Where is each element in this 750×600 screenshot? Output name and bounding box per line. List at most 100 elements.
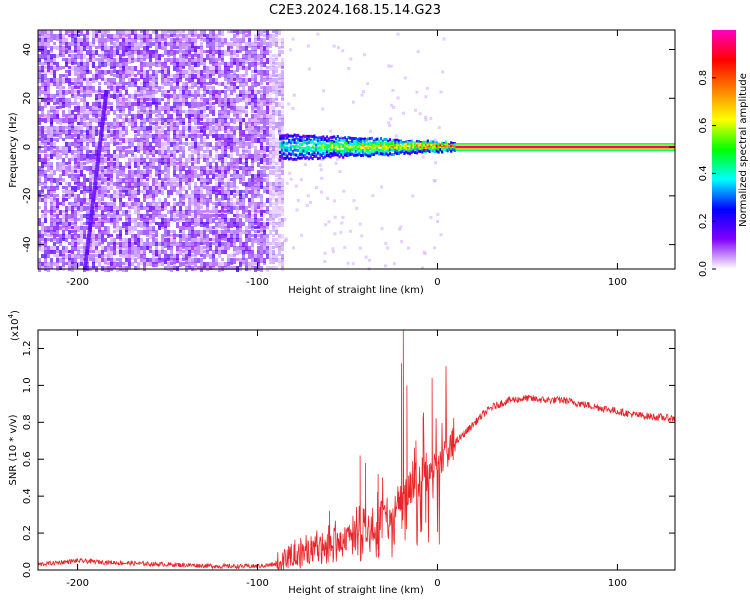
carrier-cell xyxy=(347,146,350,150)
carrier-cell xyxy=(399,146,402,150)
heatmap-cell xyxy=(206,166,209,170)
heatmap-cell xyxy=(278,210,281,215)
heatmap-cell xyxy=(233,54,236,58)
heatmap-cell xyxy=(176,258,179,263)
heatmap-cell xyxy=(275,90,278,94)
heatmap-cell xyxy=(254,222,257,225)
carrier-cell xyxy=(385,138,388,142)
heatmap-cell xyxy=(38,258,41,263)
heatmap-cell xyxy=(260,46,263,50)
heatmap-cell xyxy=(179,250,182,255)
heatmap-cell xyxy=(318,163,322,167)
heatmap-cell xyxy=(98,30,101,33)
heatmap-cell xyxy=(38,222,41,226)
heatmap-cell xyxy=(158,134,161,138)
heatmap-cell xyxy=(194,118,197,122)
heatmap-cell xyxy=(200,118,203,121)
heatmap-cell xyxy=(143,146,146,150)
heatmap-cell xyxy=(384,241,388,245)
heatmap-cell xyxy=(110,62,113,66)
heatmap-cell xyxy=(128,230,131,235)
heatmap-cell xyxy=(101,250,104,255)
heatmap-cell xyxy=(98,62,101,68)
heatmap-cell xyxy=(68,110,71,116)
heatmap-cell xyxy=(269,242,272,245)
heatmap-cell xyxy=(137,222,140,227)
carrier-cell xyxy=(349,142,352,146)
carrier-cell xyxy=(397,151,401,155)
heatmap-cell xyxy=(89,106,92,111)
carrier-cell xyxy=(338,155,341,159)
heatmap-cell xyxy=(125,254,128,260)
heatmap-cell xyxy=(80,42,83,46)
streak-cell xyxy=(85,243,90,246)
heatmap-cell xyxy=(251,226,254,231)
heatmap-cell xyxy=(233,174,236,179)
heatmap-cell xyxy=(131,126,134,131)
heatmap-cell xyxy=(71,38,74,42)
heatmap-cell xyxy=(125,66,128,70)
heatmap-cell xyxy=(92,110,95,115)
carrier-cell xyxy=(428,143,431,147)
heatmap-cell xyxy=(53,54,56,58)
heatmap-cell xyxy=(122,62,125,68)
heatmap-cell xyxy=(74,166,77,171)
heatmap-cell xyxy=(98,46,101,49)
heatmap-cell xyxy=(188,126,191,132)
carrier-cell xyxy=(403,149,406,153)
heatmap-cell xyxy=(203,138,206,144)
heatmap-cell xyxy=(122,178,125,183)
heatmap-cell xyxy=(38,230,41,234)
heatmap-cell xyxy=(134,190,137,195)
heatmap-cell xyxy=(71,174,74,178)
heatmap-cell xyxy=(191,82,194,87)
carrier-cell xyxy=(333,140,336,144)
heatmap-cell xyxy=(221,230,224,235)
heatmap-cell xyxy=(164,130,167,135)
heatmap-cell xyxy=(125,82,128,85)
heatmap-cell xyxy=(185,62,188,66)
heatmap-cell xyxy=(281,242,284,246)
heatmap-cell xyxy=(194,46,197,52)
heatmap-cell xyxy=(143,182,146,187)
heatmap-cell xyxy=(119,106,122,111)
heatmap-cell xyxy=(266,142,269,145)
heatmap-cell xyxy=(254,82,257,87)
heatmap-cell xyxy=(206,218,209,224)
carrier-cell xyxy=(286,149,289,153)
heatmap-cell xyxy=(68,50,71,53)
carrier-cell xyxy=(286,133,289,137)
heatmap-cell xyxy=(254,202,257,206)
heatmap-cell xyxy=(74,218,77,224)
heatmap-cell xyxy=(53,210,56,213)
heatmap-cell xyxy=(65,238,68,242)
heatmap-cell xyxy=(269,230,272,235)
heatmap-cell xyxy=(101,218,104,223)
heatmap-cell xyxy=(155,202,158,206)
heatmap-cell xyxy=(104,150,107,153)
heatmap-cell xyxy=(59,210,62,215)
carrier-cell xyxy=(304,141,307,145)
heatmap-cell xyxy=(432,179,436,183)
heatmap-cell xyxy=(152,98,155,104)
heatmap-cell xyxy=(236,118,239,122)
heatmap-cell xyxy=(212,190,215,194)
carrier-cell xyxy=(282,156,285,160)
heatmap-cell xyxy=(44,178,47,183)
heatmap-cell xyxy=(194,202,197,206)
heatmap-cell xyxy=(269,130,272,134)
heatmap-cell xyxy=(338,170,342,173)
heatmap-cell xyxy=(83,166,86,170)
carrier-cell xyxy=(392,138,395,142)
heatmap-cell xyxy=(200,178,203,184)
heatmap-cell xyxy=(101,190,104,194)
y-tick-label: 0.4 xyxy=(22,488,33,504)
heatmap-cell xyxy=(266,210,269,214)
heatmap-cell xyxy=(389,103,393,107)
heatmap-cell xyxy=(68,142,71,146)
heatmap-cell xyxy=(383,264,387,268)
heatmap-cell xyxy=(131,242,134,246)
heatmap-cell xyxy=(143,162,146,167)
heatmap-cell xyxy=(80,166,83,170)
heatmap-cell xyxy=(83,78,86,81)
